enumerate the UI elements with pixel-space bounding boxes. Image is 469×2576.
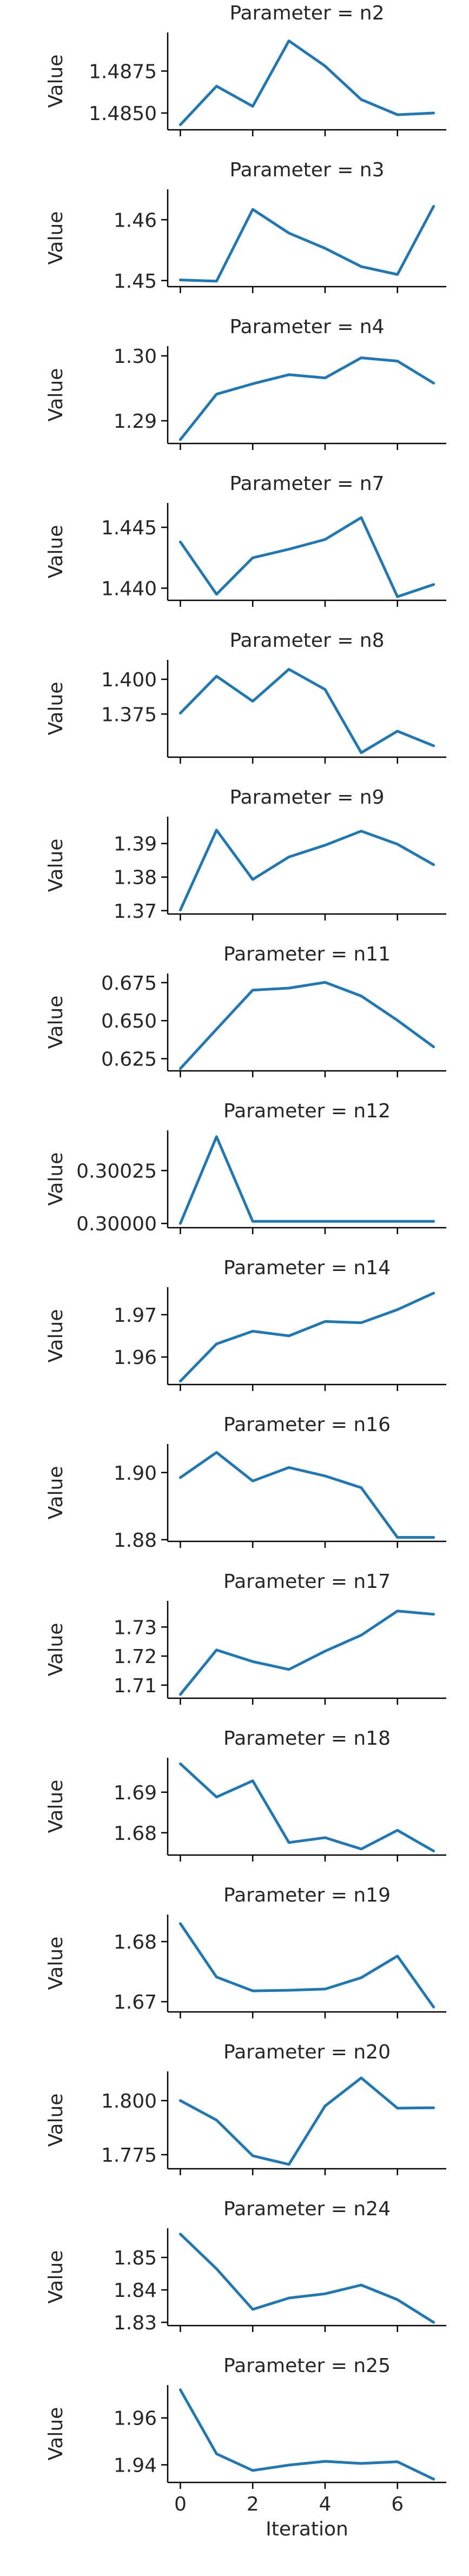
y-tick-label: 1.39 [114, 833, 157, 856]
panel-title: Parameter = n25 [223, 2355, 391, 2377]
series-line [179, 516, 435, 598]
panel-title: Parameter = n18 [223, 1727, 391, 1750]
y-axis-label: Value [45, 2094, 67, 2147]
y-axis-label: Value [45, 1937, 67, 1990]
y-axis-label: Value [45, 368, 67, 422]
panel-title: Parameter = n20 [223, 2041, 391, 2063]
x-axis-label: Iteration [266, 2518, 348, 2540]
y-axis-label: Value [45, 1309, 67, 1363]
panel-title: Parameter = n16 [223, 1414, 391, 1436]
x-tick-label: 6 [391, 2493, 404, 2515]
y-axis-label: Value [45, 682, 67, 736]
y-tick-label: 1.90 [114, 1462, 157, 1485]
y-axis-label: Value [45, 55, 67, 108]
y-tick-label: 1.85 [114, 2247, 157, 2269]
y-tick-label: 0.625 [101, 1049, 157, 1071]
series-line [179, 1762, 435, 1852]
y-tick-label: 1.800 [101, 2090, 157, 2113]
y-tick-label: 1.96 [114, 1347, 157, 1369]
y-tick-label: 0.650 [101, 1010, 157, 1032]
series-line [179, 981, 435, 1070]
y-tick-label: 1.83 [114, 2312, 157, 2334]
y-axis-label: Value [45, 1623, 67, 1677]
panel-title: Parameter = n11 [223, 943, 391, 965]
y-tick-label: 1.29 [114, 410, 157, 433]
y-tick-label: 1.37 [114, 900, 157, 923]
series-line [179, 1292, 435, 1383]
y-tick-label: 1.68 [114, 1931, 157, 1953]
series-line [179, 1135, 435, 1225]
y-tick-label: 1.445 [101, 517, 157, 539]
panel-title: Parameter = n24 [223, 2198, 391, 2220]
panel-title: Parameter = n12 [223, 1100, 391, 1122]
y-axis-label: Value [45, 211, 67, 265]
y-tick-label: 1.88 [114, 1529, 157, 1552]
y-tick-label: 1.4875 [89, 61, 157, 83]
y-tick-label: 1.94 [114, 2454, 157, 2476]
y-tick-label: 1.71 [114, 1675, 157, 1697]
panel-title: Parameter = n3 [229, 159, 384, 181]
y-tick-label: 0.675 [101, 972, 157, 995]
y-tick-label: 1.45 [114, 270, 157, 293]
y-axis-label: Value [45, 2250, 67, 2304]
series-line [179, 356, 435, 441]
series-line [179, 829, 435, 912]
y-tick-label: 1.46 [114, 209, 157, 231]
y-tick-label: 1.97 [114, 1304, 157, 1327]
y-tick-label: 1.440 [101, 578, 157, 600]
y-tick-label: 1.68 [114, 1823, 157, 1845]
y-axis-label: Value [45, 2407, 67, 2461]
y-tick-label: 0.30025 [76, 1160, 157, 1182]
panel-title: Parameter = n4 [229, 316, 384, 338]
panel-title: Parameter = n14 [223, 1257, 391, 1279]
series-line [179, 1610, 435, 1696]
series-line [179, 1922, 435, 2009]
y-tick-label: 1.30 [114, 346, 157, 368]
series-line [179, 2076, 435, 2166]
y-tick-label: 1.400 [101, 669, 157, 691]
y-tick-label: 1.72 [114, 1646, 157, 1668]
y-tick-label: 0.30000 [76, 1213, 157, 1235]
panel-title: Parameter = n7 [229, 473, 384, 495]
panel-title: Parameter = n8 [229, 630, 384, 652]
series-line [179, 668, 435, 754]
y-tick-label: 1.73 [114, 1617, 157, 1639]
panel-title: Parameter = n9 [229, 786, 384, 809]
y-axis-label: Value [45, 996, 67, 1049]
series-line [179, 1451, 435, 1539]
x-tick-label: 2 [247, 2493, 259, 2515]
y-tick-label: 1.67 [114, 1991, 157, 2014]
y-tick-label: 1.96 [114, 2408, 157, 2430]
x-tick-label: 4 [319, 2493, 331, 2515]
y-tick-label: 1.84 [114, 2280, 157, 2302]
y-axis-label: Value [45, 1780, 67, 1833]
y-tick-label: 1.69 [114, 1782, 157, 1804]
series-line [179, 2233, 435, 2324]
y-tick-label: 1.375 [101, 704, 157, 726]
panel-title: Parameter = n17 [223, 1571, 391, 1593]
panel-title: Parameter = n2 [229, 2, 384, 24]
series-line [179, 39, 435, 127]
x-tick-label: 0 [174, 2493, 187, 2515]
y-axis-label: Value [45, 839, 67, 892]
panel-title: Parameter = n19 [223, 1884, 391, 1906]
y-axis-label: Value [45, 1153, 67, 1206]
y-tick-label: 1.38 [114, 867, 157, 889]
y-tick-label: 1.4850 [89, 103, 157, 125]
series-line [179, 205, 435, 283]
series-line [179, 2388, 435, 2481]
y-axis-label: Value [45, 1466, 67, 1520]
y-tick-label: 1.775 [101, 2144, 157, 2167]
y-axis-label: Value [45, 525, 67, 579]
